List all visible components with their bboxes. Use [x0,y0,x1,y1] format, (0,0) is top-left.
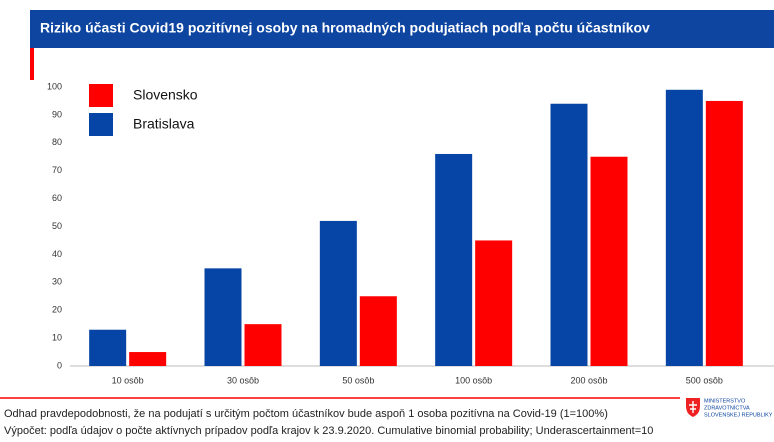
bar [359,296,397,366]
x-tick-label: 10 osôb [112,375,144,385]
bar [590,156,628,366]
y-tick-label: 30 [52,277,62,287]
accent-bar [30,48,34,80]
title-banner [30,10,774,48]
y-tick-label: 50 [52,221,62,231]
bar [89,329,127,366]
x-tick-label: 100 osôb [455,375,492,385]
logo-text: SLOVENSKEJ REPUBLIKY [704,412,773,418]
chart-title: Riziko účasti Covid19 pozitívnej osoby n… [40,20,650,36]
legend-swatch [89,113,113,136]
bar [244,324,282,366]
footnote: Odhad pravdepodobnosti, že na podujatí s… [4,408,608,420]
legend-label: Bratislava [133,116,195,132]
y-tick-label: 70 [52,165,62,175]
y-tick-label: 100 [47,81,62,91]
bar [550,103,588,367]
bar [204,268,242,366]
legend-swatch [89,84,113,107]
bar [319,220,357,366]
x-tick-label: 500 osôb [686,375,723,385]
x-tick-label: 50 osôb [342,375,374,385]
y-tick-label: 40 [52,249,62,259]
y-tick-label: 20 [52,305,62,315]
bar [705,100,743,366]
logo-text: MINISTERSTVO [704,398,746,404]
bar [665,89,703,366]
logo: MINISTERSTVO ZDRAVOTNÍCTVA SLOVENSKEJ RE… [686,398,773,418]
bar [475,240,513,366]
y-tick-label: 0 [57,360,62,370]
x-tick-label: 200 osôb [570,375,607,385]
y-tick-label: 90 [52,109,62,119]
x-tick-label: 30 osôb [227,375,259,385]
y-tick-label: 80 [52,137,62,147]
logo-cross [689,401,697,413]
bar [129,352,167,366]
bar [435,153,473,366]
y-tick-label: 10 [52,332,62,342]
legend-label: Slovensko [133,87,198,103]
logo-text: ZDRAVOTNÍCTVA [704,404,750,411]
footnote: Výpočet: podľa údajov o počte aktívnych … [4,425,653,437]
y-tick-label: 60 [52,193,62,203]
